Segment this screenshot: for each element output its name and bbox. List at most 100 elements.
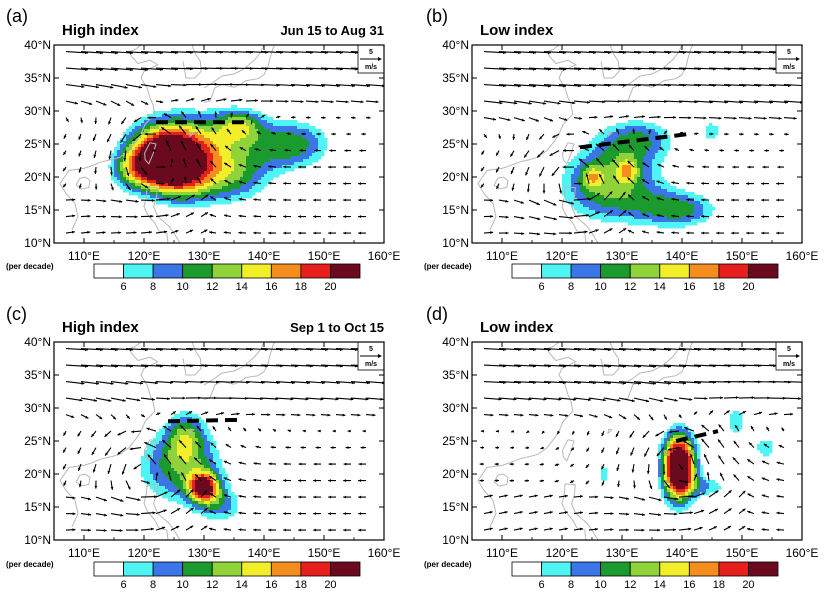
field-cell — [237, 180, 241, 184]
field-cell — [715, 129, 719, 133]
field-cell — [186, 174, 190, 178]
field-cell — [598, 168, 602, 172]
field-cell — [153, 192, 157, 196]
field-cell — [213, 456, 217, 460]
field-cell — [249, 153, 253, 157]
field-cell — [264, 132, 268, 136]
field-cell — [300, 147, 304, 151]
wind-vector — [663, 100, 683, 103]
field-cell — [201, 507, 205, 511]
field-cell — [267, 123, 271, 127]
field-cell — [138, 141, 142, 145]
field-cell — [195, 489, 199, 493]
field-cell — [216, 129, 220, 133]
wind-vector — [723, 100, 744, 104]
field-cell — [135, 144, 139, 148]
field-cell — [168, 141, 172, 145]
field-cell — [204, 174, 208, 178]
field-cell — [237, 171, 241, 175]
field-cell — [141, 465, 145, 469]
field-cell — [595, 162, 599, 166]
field-cell — [165, 144, 169, 148]
field-cell — [198, 165, 202, 169]
field-cell — [204, 504, 208, 508]
field-cell — [156, 132, 160, 136]
field-cell — [171, 147, 175, 151]
field-cell — [691, 219, 695, 223]
field-cell — [291, 165, 295, 169]
field-cell — [201, 144, 205, 148]
field-cell — [174, 192, 178, 196]
field-cell — [694, 201, 698, 205]
field-cell — [180, 174, 184, 178]
field-cell — [664, 192, 668, 196]
field-cell — [174, 204, 178, 208]
field-cell — [186, 123, 190, 127]
field-cell — [291, 162, 295, 166]
wind-arrowhead — [564, 117, 568, 121]
field-cell — [153, 159, 157, 163]
field-cell — [601, 135, 605, 139]
field-cell — [189, 498, 193, 502]
field-cell — [655, 189, 659, 193]
field-cell — [628, 156, 632, 160]
field-cell — [607, 219, 611, 223]
field-cell — [234, 150, 238, 154]
field-cell — [655, 210, 659, 214]
wind-vector — [498, 67, 521, 70]
field-cell — [258, 138, 262, 142]
field-cell — [168, 441, 172, 445]
field-cell — [231, 507, 235, 511]
field-cell — [144, 177, 148, 181]
field-cell — [141, 471, 145, 475]
field-cell — [616, 210, 620, 214]
field-cell — [123, 132, 127, 136]
field-cell — [601, 138, 605, 142]
field-cell — [261, 156, 265, 160]
field-cell — [180, 126, 184, 130]
field-cell — [147, 444, 151, 448]
field-cell — [222, 501, 226, 505]
field-cell — [679, 222, 683, 226]
field-cell — [186, 159, 190, 163]
field-cell — [162, 480, 166, 484]
field-cell — [249, 156, 253, 160]
field-cell — [141, 120, 145, 124]
field-cell — [309, 135, 313, 139]
field-cell — [264, 120, 268, 124]
field-cell — [312, 138, 316, 142]
wind-vector — [543, 84, 566, 87]
field-cell — [258, 159, 262, 163]
field-cell — [246, 153, 250, 157]
field-cell — [306, 132, 310, 136]
wind-vector — [155, 51, 178, 54]
field-cell — [132, 144, 136, 148]
field-cell — [228, 153, 232, 157]
coastline — [477, 45, 577, 231]
field-cell — [186, 465, 190, 469]
field-cell — [207, 195, 211, 199]
wind-arrowhead — [209, 230, 213, 234]
field-cell — [634, 129, 638, 133]
field-cell — [243, 132, 247, 136]
wind-arrowhead — [103, 215, 107, 219]
field-cell — [652, 177, 656, 181]
field-cell — [174, 108, 178, 112]
field-cell — [132, 135, 136, 139]
field-cell — [595, 189, 599, 193]
field-cell — [207, 108, 211, 112]
field-cell — [228, 120, 232, 124]
field-cell — [156, 492, 160, 496]
field-cell — [141, 162, 145, 166]
field-cell — [640, 159, 644, 163]
field-cell — [297, 123, 301, 127]
wind-arrowhead — [345, 100, 349, 104]
field-cell — [637, 144, 641, 148]
field-cell — [138, 177, 142, 181]
field-cell — [712, 132, 716, 136]
field-cell — [282, 156, 286, 160]
wind-arrowhead — [642, 230, 646, 234]
field-cell — [216, 462, 220, 466]
field-cell — [162, 186, 166, 190]
field-cell — [222, 495, 226, 499]
